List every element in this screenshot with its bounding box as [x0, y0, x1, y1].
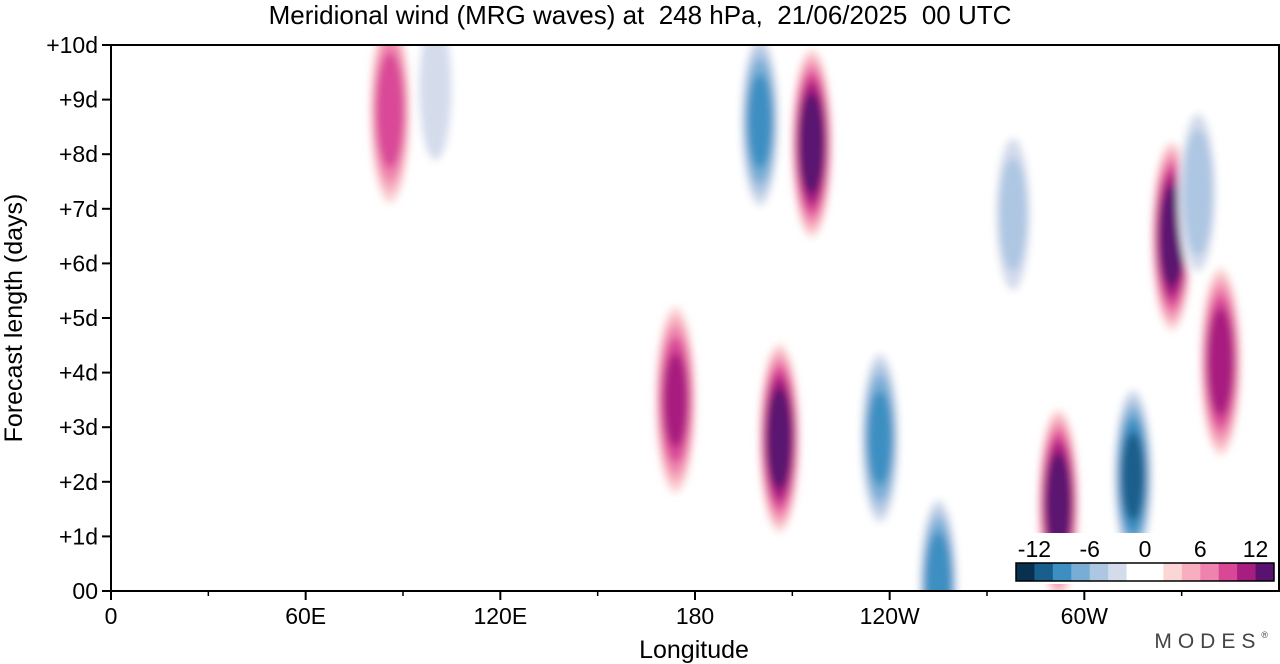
contour-level: [799, 92, 825, 194]
wind-anomaly-neg-9: [1113, 382, 1153, 571]
y-tick-label: +4d: [59, 360, 98, 386]
colorbar: -12 -6 0 6 12: [1010, 533, 1278, 584]
wind-anomaly-neg-7: [918, 491, 959, 591]
x-tick-label: 120E: [473, 603, 527, 629]
colorbar-swatch: [1218, 563, 1238, 581]
wind-anomaly-pos-0: [370, 45, 410, 204]
contour-level: [663, 352, 688, 448]
wind-anomaly-neg-1: [416, 45, 455, 179]
colorbar-swatch: [1052, 563, 1072, 581]
colorbar-swatch: [1034, 563, 1054, 581]
wind-anomaly-pos-2: [655, 306, 696, 494]
colorbar-swatch: [1071, 563, 1091, 581]
chart-title: Meridional wind (MRG waves) at 248 hPa, …: [268, 0, 1012, 30]
colorbar-swatch: [1237, 563, 1257, 581]
colorbar-label: -6: [1079, 536, 1099, 562]
colorbar-label: -12: [1018, 536, 1051, 562]
contour-level: [999, 157, 1027, 271]
wind-anomaly-pos-4: [791, 49, 832, 238]
colorbar-swatch: [1200, 563, 1220, 581]
x-tick-label: 0: [105, 603, 118, 629]
plot-area: [111, 45, 1279, 591]
contour-level: [747, 74, 773, 169]
colorbar-frame: [1015, 562, 1275, 582]
registered-mark: ®: [1261, 630, 1268, 640]
contour-level: [925, 531, 952, 591]
y-tick-label: +9d: [59, 87, 98, 113]
y-tick-label: +1d: [59, 523, 98, 549]
contour-level: [1045, 453, 1072, 554]
contour-level: [419, 45, 452, 161]
contour-level: [376, 52, 404, 169]
contour-level: [867, 390, 893, 486]
colorbar-swatch: [1126, 563, 1146, 581]
x-axis-label: Longitude: [639, 636, 749, 664]
contour-level: [766, 387, 793, 489]
y-axis-label: Forecast length (days): [0, 194, 28, 443]
wind-anomaly-neg-6: [860, 344, 900, 532]
y-tick-label: +7d: [59, 196, 98, 222]
contour-level: [1159, 185, 1185, 287]
colorbar-label: 12: [1243, 536, 1269, 562]
colorbar-label: 0: [1139, 536, 1152, 562]
contour-level: [1121, 432, 1145, 521]
wind-anomaly-pos-3: [759, 343, 800, 533]
axes: 0 60E 120E 180 120W 60W 00 +1d +2d +3d +4d +5d +6d +7…: [46, 32, 1183, 629]
x-tick-label: 60E: [285, 603, 326, 629]
y-tick-label: 00: [72, 578, 98, 604]
colorbar-label: 6: [1194, 536, 1207, 562]
y-tick-label: +5d: [59, 305, 98, 331]
contour-level: [1183, 128, 1213, 256]
modes-logo-text: MODES: [1154, 630, 1262, 653]
colorbar-swatch: [1108, 563, 1128, 581]
x-tick-label: 60W: [1061, 603, 1109, 629]
contour-level: [1207, 308, 1234, 416]
colorbar-swatch: [1089, 563, 1109, 581]
colorbar-swatch: [1016, 563, 1035, 581]
colorbar-swatch: [1181, 563, 1201, 581]
y-tick-label: +2d: [59, 469, 98, 495]
y-tick-label: +6d: [59, 250, 98, 276]
colorbar-swatch: [1145, 563, 1164, 581]
modes-logo: MODES®: [1154, 630, 1268, 654]
y-tick-label: +8d: [59, 141, 98, 167]
wind-anomaly-neg-12: [993, 123, 1033, 306]
y-tick-label: +3d: [59, 414, 98, 440]
wind-anomaly-neg-5: [740, 45, 780, 215]
plot-background: [111, 45, 1279, 591]
x-tick-label: 120W: [860, 603, 920, 629]
y-tick-label: +10d: [46, 32, 98, 58]
wind-anomaly-pos-11: [1200, 268, 1241, 456]
wind-anomaly-neg-13: [1178, 100, 1218, 285]
colorbar-swatch: [1163, 563, 1183, 581]
x-tick-label: 180: [676, 603, 714, 629]
colorbar-swatch: [1255, 563, 1275, 581]
